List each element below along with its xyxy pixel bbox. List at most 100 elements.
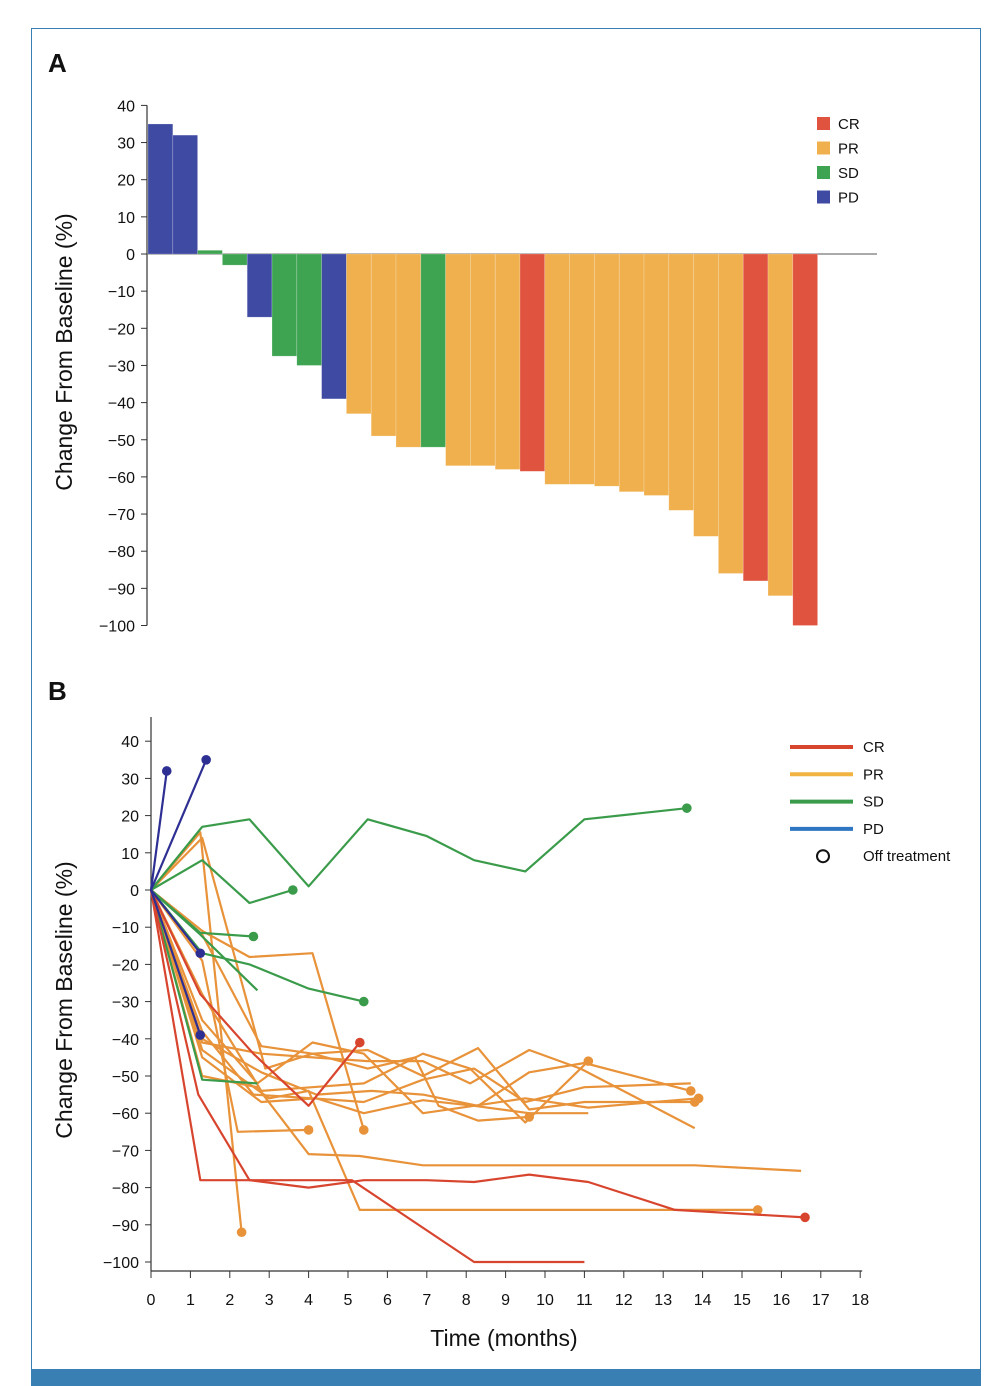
panel-a-legend-swatch-cr — [817, 117, 830, 130]
panel-b-y-tick-label: −60 — [112, 1106, 139, 1123]
panel-a-bar-pr — [494, 253, 521, 470]
panel-b-off-treatment-marker — [524, 1112, 535, 1122]
panel-a-y-tick-label: 40 — [117, 98, 135, 115]
panel-a-label: A — [48, 48, 67, 78]
panel-b-series-pr — [149, 889, 589, 1115]
panel-b-legend-label-off-treatment: Off treatment — [863, 848, 951, 865]
panel-b-y-tick-label: −50 — [112, 1069, 139, 1086]
panel-a-bar-pr — [643, 253, 670, 496]
panel-a-bar-pr — [594, 253, 620, 487]
panel-b-legend-label-pr: PR — [863, 766, 884, 783]
panel-a-legend-label-cr: CR — [838, 116, 860, 133]
panel-a-legend-swatch-sd — [817, 166, 830, 179]
panel-a-y-tick-label: −70 — [108, 507, 135, 524]
panel-b-axes: 403020100−10−20−30−40−50−60−70−80−90−100… — [103, 717, 869, 1309]
panel-b-off-treatment-marker — [682, 803, 692, 813]
panel-a-legend-label-pd: PD — [838, 190, 859, 207]
panel-b-series-sd — [150, 859, 294, 905]
panel-b-off-treatment-marker — [303, 1125, 314, 1135]
panel-b-x-tick-label: 18 — [851, 1292, 869, 1309]
panel-b-y-axis-title: Change From Baseline (%) — [51, 861, 77, 1138]
panel-b-off-treatment-marker — [248, 931, 259, 942]
panel-b-series-sd — [150, 807, 687, 891]
panel-a-bar-pd — [321, 253, 347, 400]
panel-b-y-tick-label: 0 — [130, 883, 139, 900]
panel-b-x-tick-label: 15 — [733, 1292, 751, 1309]
panel-b-series-pr — [149, 889, 696, 1130]
panel-a-bar-pr — [767, 253, 794, 597]
panel-a-bar-cr — [742, 253, 769, 582]
panel-a-legend-swatch-pd — [817, 190, 830, 204]
panel-b-x-tick-label: 16 — [773, 1292, 791, 1309]
panel-b-series-pd — [149, 759, 208, 891]
panel-b-legend-label-pd: PD — [863, 821, 884, 838]
panel-a-y-tick-label: −100 — [99, 619, 135, 636]
panel-b-series-pr — [150, 889, 695, 1111]
panel-b-x-tick-label: 12 — [615, 1292, 633, 1309]
panel-b-x-tick-label: 0 — [147, 1292, 156, 1309]
panel-b-x-tick-label: 9 — [501, 1292, 510, 1309]
panel-a-y-tick-label: −20 — [108, 321, 135, 338]
panel-b-off-treatment-marker — [288, 885, 298, 895]
panel-b-legend-label-cr: CR — [863, 739, 885, 756]
panel-a-y-tick-label: −60 — [108, 470, 135, 487]
panel-b-off-treatment-marker — [195, 948, 206, 959]
panel-a-bar-sd — [271, 253, 298, 357]
panel-a-bar-pd — [246, 253, 273, 318]
panel-b-series-cr — [150, 889, 361, 1107]
panel-b-series-cr — [149, 889, 585, 1264]
panel-a-bar-pr — [668, 253, 694, 511]
panel-b-x-tick-label: 10 — [536, 1292, 554, 1309]
panel-b-x-tick-label: 4 — [304, 1292, 313, 1309]
panel-b-series-pd — [150, 889, 202, 954]
panel-a-y-tick-label: 10 — [117, 210, 135, 227]
panel-b-x-tick-label: 6 — [383, 1292, 392, 1309]
panel-a-bar-pr — [718, 253, 744, 574]
panel-a-bar-sd — [222, 253, 248, 266]
panel-b-x-tick-label: 2 — [225, 1292, 234, 1309]
panel-a-legend-label-pr: PR — [838, 141, 859, 158]
panel-b-legend-off-treatment-symbol — [816, 849, 830, 864]
panel-b-off-treatment-marker — [201, 755, 211, 765]
panel-b-series-pr — [149, 889, 691, 1104]
panel-a-bar-cr — [792, 253, 818, 626]
panel-b-off-treatment-marker — [752, 1205, 763, 1215]
panel-b-x-tick-label: 8 — [462, 1292, 471, 1309]
panel-a-bar-pd — [147, 123, 174, 255]
panel-a-bar-pr — [395, 253, 422, 448]
panel-a-bar-sd — [420, 253, 446, 448]
panel-a-bar-pr — [445, 253, 471, 467]
panel-a-bar-pr — [569, 253, 595, 485]
panel-b-y-tick-label: −30 — [112, 995, 139, 1012]
panel-b-x-tick-label: 14 — [694, 1292, 712, 1309]
panel-b-y-tick-label: −40 — [112, 1032, 139, 1049]
panel-b-series-pd — [149, 770, 168, 891]
panel-b-x-tick-label: 3 — [265, 1292, 274, 1309]
panel-a-bar-sd — [296, 253, 322, 366]
panel-b-x-tick-label: 11 — [576, 1292, 593, 1309]
panel-b-y-tick-label: −10 — [112, 920, 139, 937]
panel-b-y-tick-label: 40 — [121, 734, 139, 751]
panel-a-y-tick-label: 20 — [117, 173, 135, 190]
panel-b-off-treatment-marker — [358, 1125, 369, 1135]
panel-b-series-pr — [149, 889, 802, 1172]
panel-b-series-pr — [149, 889, 692, 1107]
panel-b-x-tick-label: 13 — [654, 1292, 672, 1309]
panel-a-y-tick-label: −10 — [108, 284, 135, 301]
panel-b: B Change From Baseline (%) Time (months)… — [48, 676, 951, 1351]
panel-b-y-tick-label: −100 — [103, 1255, 139, 1272]
panel-b-series-pr — [150, 836, 530, 1122]
panel-a-y-tick-label: 0 — [126, 247, 135, 264]
panel-a-y-tick-label: −50 — [108, 433, 135, 450]
panel-b-lines — [149, 755, 810, 1264]
panel-b-series-sd — [149, 889, 258, 1085]
panel-a-bar-pr — [693, 253, 719, 537]
panel-b-x-tick-label: 5 — [344, 1292, 353, 1309]
panel-b-x-axis-title: Time (months) — [430, 1325, 577, 1351]
panel-b-y-tick-label: −70 — [112, 1143, 139, 1160]
panel-a-y-tick-label: −90 — [108, 581, 135, 598]
panel-b-series-pr — [149, 889, 699, 1115]
panel-b-off-treatment-marker — [355, 1037, 365, 1048]
panel-b-off-treatment-marker — [161, 766, 172, 776]
panel-b-y-tick-label: 20 — [121, 809, 139, 826]
